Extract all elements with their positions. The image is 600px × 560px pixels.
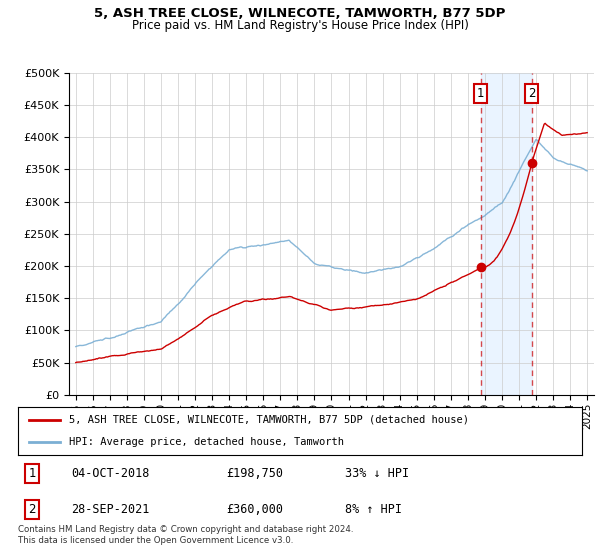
Text: 2: 2 <box>28 503 36 516</box>
Text: HPI: Average price, detached house, Tamworth: HPI: Average price, detached house, Tamw… <box>69 437 344 447</box>
Text: 8% ↑ HPI: 8% ↑ HPI <box>345 503 402 516</box>
Text: £360,000: £360,000 <box>227 503 284 516</box>
Bar <box>481 73 532 395</box>
Text: 5, ASH TREE CLOSE, WILNECOTE, TAMWORTH, B77 5DP: 5, ASH TREE CLOSE, WILNECOTE, TAMWORTH, … <box>94 7 506 20</box>
Text: 2: 2 <box>528 87 536 100</box>
Text: Contains HM Land Registry data © Crown copyright and database right 2024.
This d: Contains HM Land Registry data © Crown c… <box>18 525 353 545</box>
Text: 33% ↓ HPI: 33% ↓ HPI <box>345 467 409 480</box>
Text: 1: 1 <box>28 467 36 480</box>
Text: 04-OCT-2018: 04-OCT-2018 <box>71 467 150 480</box>
Text: £198,750: £198,750 <box>227 467 284 480</box>
Text: 1: 1 <box>477 87 484 100</box>
Text: 5, ASH TREE CLOSE, WILNECOTE, TAMWORTH, B77 5DP (detached house): 5, ASH TREE CLOSE, WILNECOTE, TAMWORTH, … <box>69 415 469 425</box>
Text: 28-SEP-2021: 28-SEP-2021 <box>71 503 150 516</box>
Text: Price paid vs. HM Land Registry's House Price Index (HPI): Price paid vs. HM Land Registry's House … <box>131 19 469 32</box>
